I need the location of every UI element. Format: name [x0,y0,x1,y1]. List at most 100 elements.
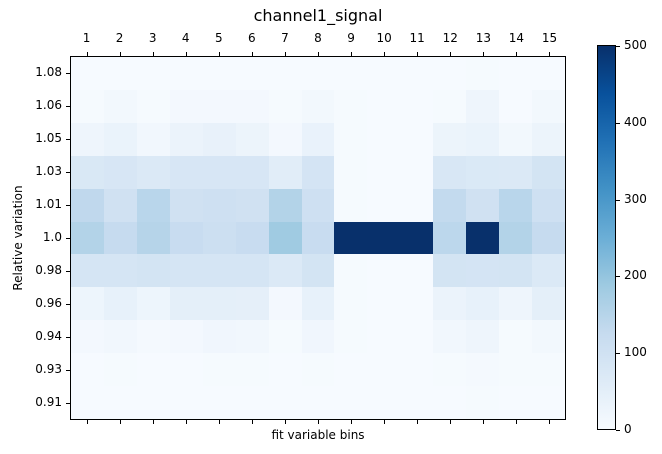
heatmap-cell [235,221,269,255]
heatmap-cell [235,155,269,189]
x-tick-mark [516,52,518,56]
heatmap-cell [268,155,302,189]
heatmap-cell [301,254,335,288]
heatmap-cell [268,57,302,90]
x-tick-mark [185,420,187,424]
heatmap-cell [532,57,565,90]
heatmap-cell [334,57,368,90]
heatmap-cell [334,386,368,419]
heatmap-cell [433,287,467,321]
heatmap-cell [433,155,467,189]
heatmap-cell [202,254,236,288]
heatmap-cell [532,89,565,123]
y-tick-label: 0.98 [35,263,62,278]
y-tick-mark [66,403,70,405]
heatmap-cell [71,386,104,419]
heatmap-cell [367,353,401,387]
y-tick-label: 1.08 [35,64,62,79]
x-tick-mark [384,420,386,424]
heatmap-cell [202,320,236,354]
heatmap-cell [499,57,533,90]
heatmap-cell [202,155,236,189]
y-tick-mark [66,171,70,173]
heatmap-cell [136,221,170,255]
heatmap-cell [103,287,137,321]
heatmap-cell [136,287,170,321]
heatmap-cell [301,221,335,255]
heatmap-cell [103,320,137,354]
heatmap-cell [235,188,269,222]
x-tick-mark [86,52,88,56]
x-tick-mark [450,52,452,56]
chart-title: channel1_signal [253,6,383,25]
heatmap-cell [400,386,434,419]
heatmap-cell [400,221,434,255]
y-tick-label: 0.91 [35,395,62,410]
y-axis-label: Relative variation [11,185,25,291]
heatmap-cell [532,386,565,419]
heatmap-cell [466,287,500,321]
x-tick-mark [152,52,154,56]
y-tick-label: 1.0 [42,230,62,244]
x-tick-label: 8 [314,31,322,45]
x-tick-mark [483,52,485,56]
heatmap-cell [71,353,104,387]
heatmap-cell [532,320,565,354]
colorbar-tick-label: 300 [624,191,647,206]
heatmap-cell [334,155,368,189]
x-tick-mark [318,52,319,56]
heatmap-cell [301,122,335,156]
heatmap-cell [400,254,434,288]
heatmap-cell [433,221,467,255]
heatmap-cell [499,221,533,255]
heatmap-cell [433,57,467,90]
y-tick-label: 1.03 [35,163,62,178]
y-tick-mark [66,271,70,273]
heatmap-cell [499,188,533,222]
x-tick-label: 5 [214,31,223,45]
heatmap-cell [136,320,170,354]
heatmap-cell [400,155,434,189]
x-tick-label: 3 [148,31,157,45]
heatmap-cell [466,188,500,222]
heatmap-cell [103,122,137,156]
heatmap-cell [532,353,565,387]
heatmap-cell [466,320,500,354]
heatmap-cell [367,122,401,156]
x-tick-label: 13 [475,31,491,45]
heatmap-cell [499,386,533,419]
heatmap-cell [235,287,269,321]
x-tick-mark [251,52,253,56]
heatmap-cell [103,89,137,123]
heatmap-cell [301,89,335,123]
heatmap-cell [301,155,335,189]
colorbar-tick-mark [616,122,620,124]
heatmap-cell [334,254,368,288]
heatmap-cell [367,57,401,90]
heatmap-cell [499,89,533,123]
x-tick-mark [384,52,386,56]
x-tick-mark [284,52,286,56]
heatmap-cell [466,386,500,419]
heatmap-cell [400,122,434,156]
x-tick-label: 1 [82,31,91,45]
y-tick-label: 1.01 [35,196,62,211]
x-axis-label: fit variable bins [271,428,365,442]
heatmap-cell [400,320,434,354]
heatmap-cell [268,287,302,321]
colorbar-tick-mark [616,430,620,431]
heatmap-cell [169,320,203,354]
heatmap-cell [136,57,170,90]
heatmap-cell [136,254,170,288]
heatmap-cell [169,353,203,387]
heatmap-cell [367,188,401,222]
colorbar-tick-mark [616,199,620,201]
colorbar-tick-label: 500 [624,38,647,52]
y-tick-mark [66,204,70,206]
heatmap-cell [71,320,104,354]
heatmap-cell [367,89,401,123]
heatmap-cell [499,287,533,321]
heatmap-cell [433,320,467,354]
heatmap-cell [71,155,104,189]
colorbar-tick-mark [616,353,620,355]
